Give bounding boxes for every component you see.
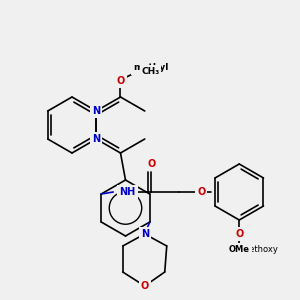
Text: O: O [116,76,124,86]
Text: N: N [141,229,149,239]
Text: NH: NH [119,187,136,197]
Text: N: N [92,106,100,116]
Text: O: O [235,229,243,239]
Text: N: N [92,134,100,144]
Text: N: N [141,229,149,239]
Text: O: O [147,159,155,169]
Text: O: O [197,187,206,197]
Text: O: O [141,281,149,291]
Text: methyl: methyl [133,64,168,73]
Text: OMe: OMe [229,245,250,254]
Text: methoxy: methoxy [241,245,278,254]
Text: CH₃: CH₃ [142,67,160,76]
